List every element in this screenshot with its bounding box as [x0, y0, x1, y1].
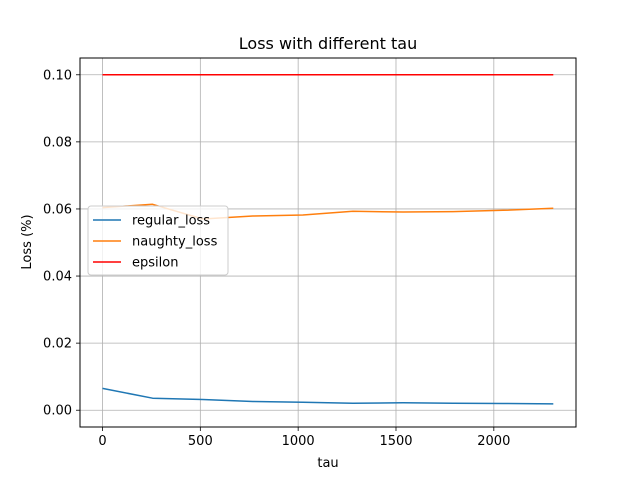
- x-tick-label: 500: [188, 434, 213, 449]
- chart-title: Loss with different tau: [239, 34, 417, 53]
- y-tick-label: 0.02: [43, 337, 72, 352]
- y-tick-label: 0.04: [43, 270, 72, 285]
- y-tick-label: 0.06: [43, 202, 72, 217]
- y-tick-label: 0.10: [43, 68, 72, 83]
- legend-label: naughty_loss: [132, 235, 218, 250]
- x-axis-label: tau: [317, 456, 338, 471]
- x-tick-label: 0: [98, 434, 106, 449]
- series-line-regular-loss: [102, 387, 554, 405]
- y-tick-label: 0.08: [43, 135, 72, 150]
- y-axis-label: Loss (%): [20, 214, 35, 269]
- legend-label: epsilon: [132, 256, 178, 271]
- x-tick-label: 2000: [477, 434, 510, 449]
- legend-box: [87, 205, 229, 276]
- x-tick-label: 1500: [379, 434, 412, 449]
- x-tick-label: 1000: [282, 434, 315, 449]
- y-axis-ticks: 0.00 0.02 0.04 0.06 0.08 0.10: [43, 68, 80, 419]
- y-tick-label: 0.00: [43, 404, 72, 419]
- plot-frame: [79, 57, 577, 428]
- x-axis-ticks: 0 500 1000 1500 2000: [98, 427, 510, 449]
- legend-label: regular_loss: [132, 214, 210, 229]
